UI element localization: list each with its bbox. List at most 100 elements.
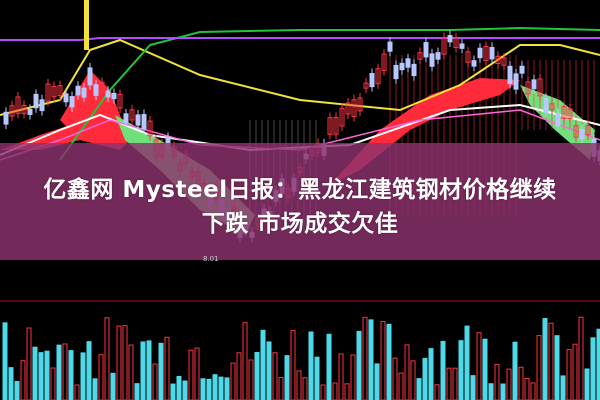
- candle-up: [21, 104, 27, 114]
- volume-bar-down: [266, 341, 272, 400]
- volume-bar-up: [194, 347, 200, 400]
- candle-up: [561, 106, 567, 119]
- candle-up: [15, 96, 21, 114]
- volume-bar-up: [338, 353, 344, 400]
- low-price-label: 8.01: [203, 255, 219, 263]
- candle-up: [345, 102, 351, 115]
- volume-bar-up: [392, 357, 398, 400]
- volume-bar-down: [326, 333, 332, 400]
- candle-up: [453, 37, 459, 49]
- candle-down: [423, 42, 429, 58]
- candle-down: [33, 93, 39, 109]
- candle-up: [567, 108, 573, 119]
- volume-bar-up: [290, 329, 296, 400]
- volume-bar-down: [2, 322, 8, 400]
- volume-bar-down: [482, 338, 488, 400]
- candle-up: [333, 116, 339, 135]
- volume-bar-down: [488, 383, 494, 400]
- candle-up: [549, 103, 555, 111]
- volume-bar-down: [260, 329, 266, 400]
- volume-bar-down: [146, 340, 152, 400]
- volume-bar-up: [104, 317, 110, 400]
- volume-bar-down: [458, 340, 464, 400]
- candle-down: [555, 112, 561, 127]
- candle-down: [111, 92, 117, 100]
- volume-bar-down: [206, 378, 212, 400]
- volume-bar-up: [344, 383, 350, 400]
- volume-bar-down: [440, 340, 446, 400]
- volume-bar-up: [518, 366, 524, 400]
- volume-bar-up: [242, 322, 248, 400]
- candle-up: [483, 45, 489, 62]
- volume-bar-down: [428, 348, 434, 400]
- candle-up: [375, 68, 381, 85]
- volume-bar-up: [536, 335, 542, 400]
- candle-up: [417, 52, 423, 60]
- candle-down: [105, 90, 111, 98]
- volume-bar-down: [590, 337, 596, 400]
- candle-up: [9, 105, 15, 117]
- volume-bar-down: [422, 357, 428, 400]
- candle-down: [27, 108, 33, 115]
- candle-up: [573, 125, 579, 138]
- volume-bar-down: [218, 376, 224, 400]
- candle-down: [39, 99, 45, 112]
- candle-down: [519, 65, 525, 74]
- volume-bar-up: [62, 343, 68, 400]
- candle-up: [147, 120, 153, 137]
- volume-bar-down: [596, 328, 600, 400]
- volume-bar-down: [14, 380, 20, 400]
- volume-bar-up: [296, 370, 302, 400]
- volume-bar-up: [278, 377, 284, 400]
- volume-bar-up: [332, 382, 338, 400]
- volume-bar-up: [362, 316, 368, 400]
- volume-bar-up: [452, 367, 458, 400]
- volume-bar-up: [548, 322, 554, 400]
- volume-bar-up: [74, 384, 80, 400]
- candle-down: [429, 53, 435, 67]
- volume-bar-up: [98, 354, 104, 400]
- candle-up: [495, 55, 501, 64]
- candle-up: [117, 93, 123, 109]
- candle-down: [435, 52, 441, 60]
- candle-up: [351, 99, 357, 118]
- volume-bar-down: [470, 375, 476, 400]
- volume-bar-down: [158, 342, 164, 400]
- volume-bar-up: [230, 362, 236, 400]
- candle-up: [537, 78, 543, 97]
- volume-bar-up: [404, 344, 410, 400]
- volume-bar-down: [56, 344, 62, 400]
- candle-down: [75, 85, 81, 96]
- volume-bar-down: [416, 378, 422, 400]
- candle-down: [513, 73, 519, 90]
- candle-down: [87, 67, 93, 86]
- volume-bar-up: [236, 352, 242, 400]
- volume-bar-up: [530, 382, 536, 400]
- volume-bar-down: [224, 377, 230, 400]
- volume-bar-up: [494, 363, 500, 400]
- candle-down: [471, 60, 477, 67]
- candle-up: [45, 83, 51, 102]
- candle-down: [405, 58, 411, 68]
- volume-bar-up: [566, 349, 572, 400]
- volume-bar-up: [572, 343, 578, 400]
- volume-bar-down: [500, 383, 506, 400]
- candle-up: [525, 81, 531, 95]
- volume-bar-down: [368, 319, 374, 400]
- volume-bar-down: [170, 383, 176, 400]
- candle-down: [399, 62, 405, 71]
- volume-bar-up: [506, 368, 512, 400]
- volume-bar-down: [560, 375, 566, 400]
- headline-overlay-band: [0, 143, 600, 260]
- candle-up: [339, 107, 345, 127]
- volume-bar-down: [44, 350, 50, 400]
- candle-up: [357, 97, 363, 112]
- volume-bar-down: [284, 355, 290, 400]
- volume-bar-up: [398, 372, 404, 400]
- candle-down: [393, 64, 399, 80]
- volume-bar-up: [128, 344, 134, 400]
- ma-yellow-line: [0, 38, 600, 116]
- candle-down: [489, 46, 495, 60]
- volume-bar-down: [314, 356, 320, 400]
